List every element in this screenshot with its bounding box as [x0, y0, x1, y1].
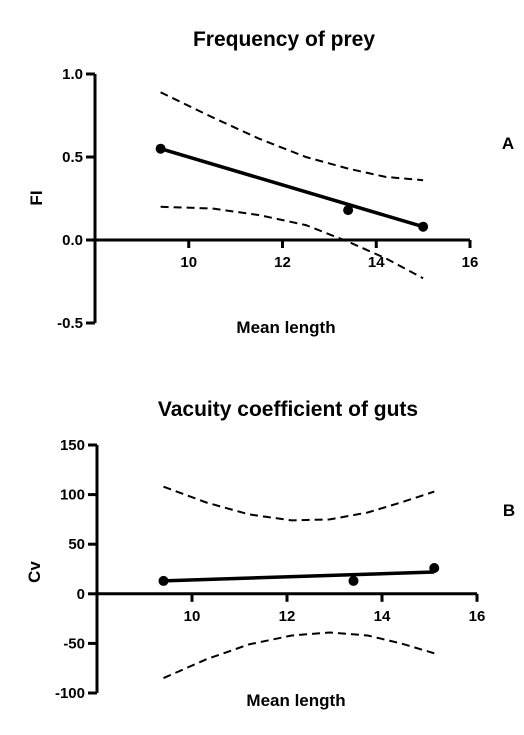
x-tick-label: 10	[184, 608, 201, 625]
y-tick-label: -0.5	[57, 315, 83, 332]
regression-line	[160, 147, 424, 229]
x-tick-label: 12	[279, 608, 296, 625]
confidence-band-lower	[160, 205, 424, 280]
panel-label: A	[502, 134, 514, 153]
data-point	[155, 143, 166, 154]
confidence-band-upper	[160, 91, 424, 182]
x-axis-label: Mean length	[236, 318, 335, 337]
y-tick-label: 150	[60, 437, 85, 454]
data-point	[418, 221, 429, 232]
data-point	[348, 575, 359, 586]
y-tick-label: 50	[68, 536, 85, 553]
x-tick-label: 10	[180, 254, 197, 271]
data-point	[429, 563, 440, 574]
regression-line	[163, 570, 435, 583]
y-axis-label: FI	[27, 190, 46, 205]
data-point	[158, 575, 169, 586]
x-tick-label: 16	[462, 254, 479, 271]
y-tick-label: 0.5	[62, 149, 83, 166]
chart-title: Frequency of prey	[193, 28, 375, 51]
x-tick-label: 14	[368, 254, 385, 271]
confidence-band-upper	[163, 485, 435, 522]
chart-title: Vacuity coefficient of guts	[158, 398, 418, 421]
y-axis-label: Cv	[25, 561, 44, 583]
confidence-band-lower	[163, 631, 435, 680]
y-tick-label: -50	[63, 635, 85, 652]
chart-panel-b: Vacuity coefficient of guts B Mean lengt…	[25, 398, 515, 710]
y-tick-label: 0	[77, 586, 85, 603]
x-tick-label: 16	[469, 608, 486, 625]
data-point	[343, 205, 354, 216]
y-tick-label: 0.0	[62, 232, 83, 249]
y-tick-label: 1.0	[62, 66, 83, 83]
y-tick-label: -100	[55, 685, 85, 702]
x-tick-label: 14	[374, 608, 391, 625]
y-tick-label: 100	[60, 487, 85, 504]
x-axis-label: Mean length	[246, 691, 345, 710]
x-tick-label: 12	[274, 254, 291, 271]
chart-panel-a: Frequency of prey A Mean length FI -0.5 0…	[27, 28, 514, 337]
panel-label: B	[503, 501, 515, 520]
